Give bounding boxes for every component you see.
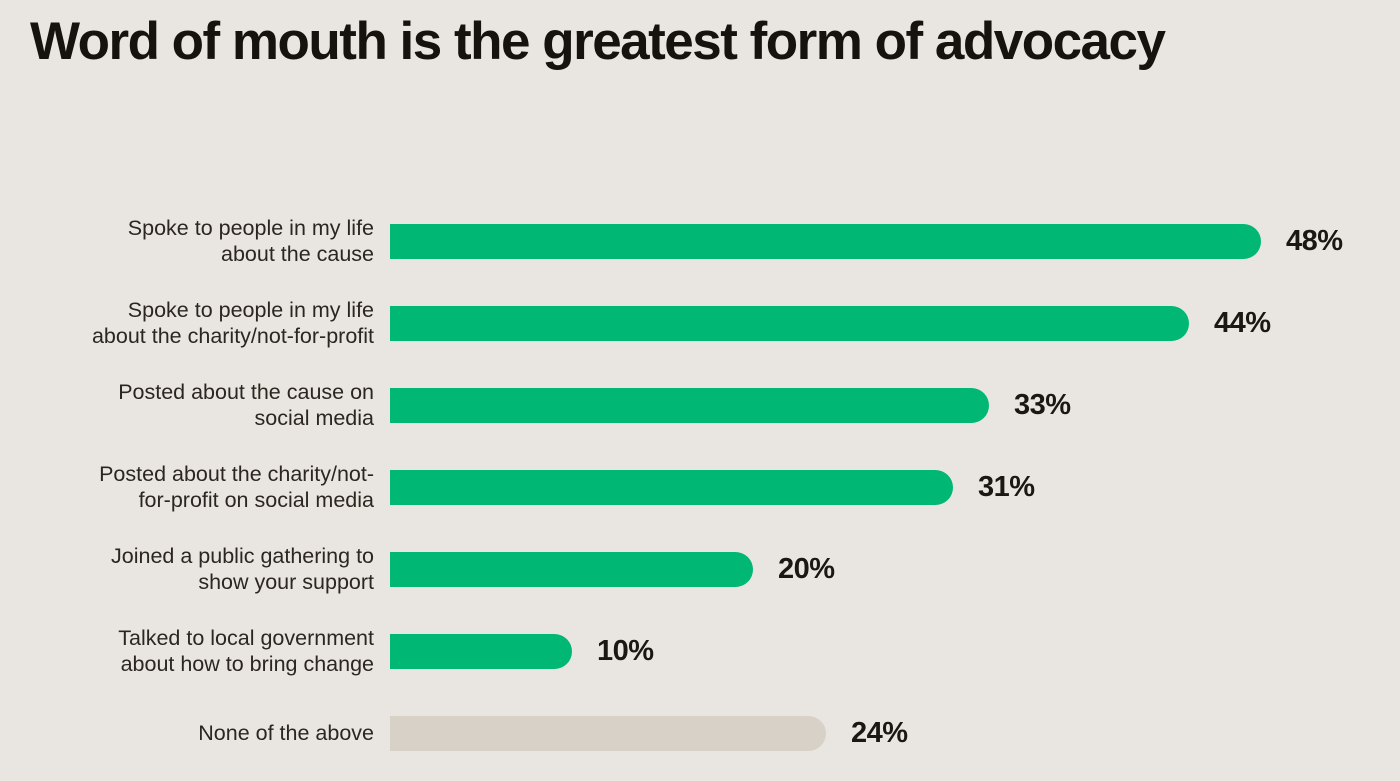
chart-row: Talked to local government about how to …	[0, 610, 1400, 692]
bar-area: 48%	[390, 223, 1400, 259]
bar	[390, 633, 572, 669]
bar-area: 44%	[390, 305, 1400, 341]
value-label: 20%	[778, 552, 835, 585]
bar-area: 20%	[390, 551, 1400, 587]
category-label: Talked to local government about how to …	[0, 625, 390, 677]
value-label: 10%	[597, 634, 654, 667]
value-label: 33%	[1014, 388, 1071, 421]
bar	[390, 223, 1261, 259]
chart-row: Spoke to people in my life about the cha…	[0, 282, 1400, 364]
bar	[390, 387, 989, 423]
chart-title: Word of mouth is the greatest form of ad…	[30, 12, 1166, 71]
value-label: 48%	[1286, 224, 1343, 257]
category-label-line: for-profit on social media	[138, 488, 374, 512]
chart-row: Posted about the cause on social media 3…	[0, 364, 1400, 446]
category-label: Spoke to people in my life about the cau…	[0, 215, 390, 267]
category-label-line: Posted about the cause on	[118, 380, 374, 404]
chart-row: Posted about the charity/not- for-profit…	[0, 446, 1400, 528]
bar-area: 33%	[390, 387, 1400, 423]
category-label: Posted about the charity/not- for-profit…	[0, 461, 390, 513]
bar-area: 31%	[390, 469, 1400, 505]
bar-area: 10%	[390, 633, 1400, 669]
bar-chart: Spoke to people in my life about the cau…	[0, 200, 1400, 774]
category-label: Joined a public gathering to show your s…	[0, 543, 390, 595]
category-label-line: show your support	[198, 570, 374, 594]
bar	[390, 469, 953, 505]
bar	[390, 305, 1189, 341]
chart-row: Spoke to people in my life about the cau…	[0, 200, 1400, 282]
category-label-line: Spoke to people in my life	[127, 216, 374, 240]
category-label-line: Talked to local government	[118, 626, 374, 650]
bar-area: 24%	[390, 715, 1400, 751]
bar	[390, 715, 826, 751]
category-label-line: None of the above	[198, 721, 374, 745]
category-label-line: about the charity/not-for-profit	[91, 324, 374, 348]
bar	[390, 551, 753, 587]
category-label-line: Posted about the charity/not-	[99, 462, 374, 486]
category-label-line: Joined a public gathering to	[111, 544, 374, 568]
category-label-line: social media	[254, 406, 375, 430]
value-label: 44%	[1214, 306, 1271, 339]
category-label: None of the above	[0, 720, 390, 746]
category-label-line: about how to bring change	[120, 652, 374, 676]
category-label-line: Spoke to people in my life	[127, 298, 374, 322]
category-label: Posted about the cause on social media	[0, 379, 390, 431]
chart-row: None of the above 24%	[0, 692, 1400, 774]
value-label: 31%	[978, 470, 1035, 503]
category-label-line: about the cause	[220, 242, 374, 266]
category-label: Spoke to people in my life about the cha…	[0, 297, 390, 349]
value-label: 24%	[851, 716, 908, 749]
chart-row: Joined a public gathering to show your s…	[0, 528, 1400, 610]
